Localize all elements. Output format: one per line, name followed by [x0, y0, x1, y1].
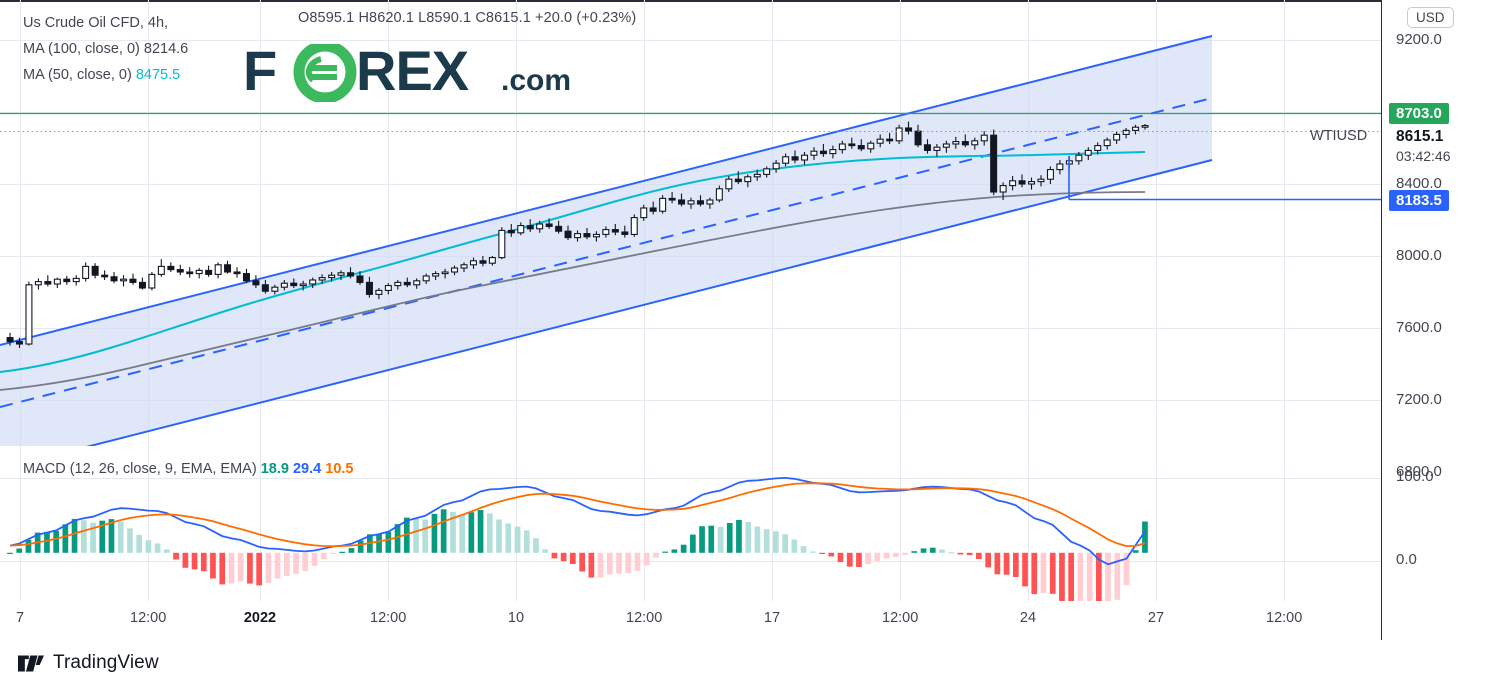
ma50-line — [0, 151, 1146, 373]
vertical-gridlines — [20, 0, 1285, 601]
legend-symbol: Us Crude Oil CFD, 4h, — [23, 15, 169, 31]
legend-ma100-label: MA (100, close, 0) — [23, 41, 140, 57]
ohlc-legend: O8595.1 H8620.1 L8590.1 C8615.1 +20.0 (+… — [298, 10, 637, 26]
time-tick-8: 24 — [1019, 610, 1037, 626]
macd-tick-100: 100.0 — [1396, 468, 1434, 485]
time-tick-3: 12:00 — [370, 610, 407, 626]
macd-legend-title: MACD (12, 26, close, 9, EMA, EMA) — [23, 461, 257, 477]
price-tick-6800: 6800.0 — [1396, 463, 1442, 480]
svg-text:F: F — [243, 44, 276, 102]
macd-signal-value: 10.5 — [325, 461, 354, 477]
macd-signal-line — [9, 482, 1146, 548]
axis-separator-vertical — [1381, 0, 1382, 640]
candlestick-series — [6, 121, 1149, 348]
legend-ma100-row[interactable]: MA (100, close, 0) 8214.6 — [23, 36, 188, 62]
time-tick-10: 12:00 — [1266, 610, 1303, 626]
legend-ma50-label: MA (50, close, 0) — [23, 67, 132, 83]
price-tick-8400: 8400.0 — [1396, 175, 1442, 192]
price-tick-7200: 7200.0 — [1396, 391, 1442, 408]
time-tick-7: 12:00 — [882, 610, 919, 626]
support-ray — [1068, 156, 1381, 201]
currency-badge[interactable]: USD — [1407, 7, 1454, 28]
tradingview-logo-icon — [18, 655, 44, 672]
trend-channel — [0, 35, 1213, 446]
support-price-badge[interactable]: 8183.5 — [1389, 190, 1449, 211]
macd-line — [9, 476, 1146, 566]
legend-ma100-value: 8214.6 — [143, 41, 189, 57]
time-tick-5: 12:00 — [626, 610, 663, 626]
forex-logo: F REX .com — [243, 44, 608, 102]
svg-text:REX: REX — [356, 44, 469, 102]
tradingview-label: TradingView — [53, 652, 159, 673]
macd-line-value: 29.4 — [292, 461, 322, 477]
time-tick-0: 7 — [15, 610, 25, 626]
last-price-label: 8615.1 — [1396, 128, 1444, 145]
macd-histogram — [7, 509, 1148, 601]
price-tick-8000: 8000.0 — [1396, 247, 1442, 264]
bar-countdown: 03:42:46 — [1396, 148, 1451, 164]
tradingview-attribution[interactable]: TradingView — [18, 652, 159, 674]
legend-symbol-row[interactable]: Us Crude Oil CFD, 4h, — [23, 10, 188, 36]
price-tick-7600: 7600.0 — [1396, 319, 1442, 336]
macd-hist-value: 18.9 — [260, 461, 289, 477]
time-tick-4: 10 — [507, 610, 525, 626]
time-axis-separator — [0, 1, 1485, 2]
time-tick-9: 27 — [1147, 610, 1165, 626]
price-axis[interactable]: USD 9200.0 8800.0 8400.0 8000.0 7600.0 7… — [1382, 0, 1485, 601]
time-tick-2: 2022 — [243, 610, 277, 626]
time-tick-6: 17 — [763, 610, 781, 626]
symbol-tag: WTIUSD — [1310, 128, 1368, 144]
price-legend: Us Crude Oil CFD, 4h, MA (100, close, 0)… — [23, 10, 188, 88]
macd-pane — [7, 476, 1148, 601]
price-tick-9200: 9200.0 — [1396, 31, 1442, 48]
time-tick-1: 12:00 — [130, 610, 167, 626]
legend-ma50-value: 8475.5 — [135, 67, 181, 83]
ma100-line — [0, 191, 1146, 391]
macd-tick-0: 0.0 — [1396, 551, 1417, 568]
legend-ma50-row[interactable]: MA (50, close, 0) 8475.5 — [23, 62, 188, 88]
pane-separator — [0, 0, 1381, 1]
macd-legend[interactable]: MACD (12, 26, close, 9, EMA, EMA) 18.9 2… — [23, 456, 353, 482]
svg-text:.com: .com — [501, 64, 571, 97]
resistance-price-badge[interactable]: 8703.0 — [1389, 103, 1449, 124]
